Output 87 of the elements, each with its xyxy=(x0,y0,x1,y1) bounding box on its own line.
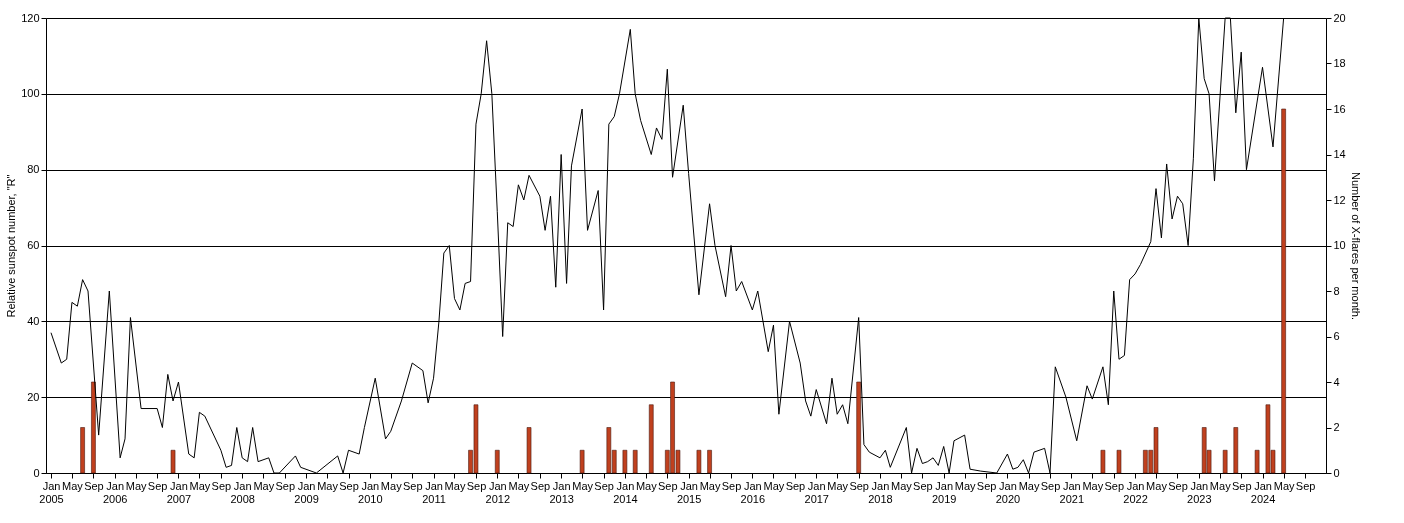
bar xyxy=(1222,449,1228,474)
bar xyxy=(91,381,96,474)
y-tick-label: 80 xyxy=(27,163,40,176)
x-tick-label: May xyxy=(635,479,658,492)
y-axis-title: Relative sunspot number, "R" xyxy=(5,174,18,318)
x-tick-label: Sep xyxy=(84,479,104,492)
x-tick-label: Sep xyxy=(402,479,423,492)
x-tick-label: May xyxy=(1082,479,1104,492)
y-tick-label: 0 xyxy=(33,466,40,479)
x-tick-label: Jan 2011 xyxy=(422,479,446,505)
y2-tick-label: 8 xyxy=(1333,284,1340,297)
y-tick-label: 120 xyxy=(21,11,40,24)
x-tick-label: May xyxy=(317,479,339,492)
x-tick-label: Sep xyxy=(1295,479,1316,492)
bar xyxy=(856,381,861,474)
x-tick-label: May xyxy=(444,479,466,492)
x-tick-label: May xyxy=(189,479,211,492)
x-tick-label: Sep xyxy=(466,479,487,492)
x-tick-label: Sep xyxy=(211,479,232,492)
y2-tick-label: 0 xyxy=(1333,466,1340,479)
x-tick-label: Sep xyxy=(913,479,933,492)
y2-tick-label: 12 xyxy=(1333,193,1346,206)
y2-tick-label: 18 xyxy=(1333,57,1346,69)
y2-axis-title: Number of X-flares per month. xyxy=(1349,172,1362,320)
y2-tick-label: 2 xyxy=(1333,421,1340,433)
y2-tick-label: 16 xyxy=(1333,102,1346,115)
bar xyxy=(1116,449,1122,474)
x-tick-label: May xyxy=(763,479,785,492)
bar xyxy=(170,449,176,474)
x-tick-label: Sep xyxy=(1104,479,1125,492)
bar xyxy=(622,449,628,474)
x-tick-label: Sep xyxy=(530,479,551,492)
x-tick-label: May xyxy=(125,479,148,492)
x-tick-label: May xyxy=(827,479,849,492)
y2-tick-label: 6 xyxy=(1333,330,1340,342)
bar xyxy=(526,427,532,474)
y2-tick-label: 14 xyxy=(1333,148,1346,160)
x-tick-label: Jan 2014 xyxy=(613,479,638,505)
x-tick-label: Jan 2008 xyxy=(230,479,255,505)
bar xyxy=(80,427,85,474)
x-tick-label: May xyxy=(1018,479,1040,492)
x-tick-label: Jan 2009 xyxy=(294,479,319,505)
x-tick-label: May xyxy=(1209,479,1232,492)
y2-tick-label: 10 xyxy=(1333,239,1346,251)
x-tick-label: Sep xyxy=(1168,479,1188,492)
x-tick-label: May xyxy=(1273,479,1296,492)
bar xyxy=(648,404,654,474)
x-tick-label: May xyxy=(954,479,977,492)
x-tick-label: Sep xyxy=(785,479,806,492)
x-tick-label: May xyxy=(62,479,84,492)
bar xyxy=(1233,427,1239,474)
y2-tick-label: 20 xyxy=(1333,11,1346,24)
y-tick-label: 20 xyxy=(27,390,40,403)
x-tick-label: Jan 2018 xyxy=(868,479,893,505)
x-tick-label: May xyxy=(1146,479,1168,492)
x-tick-label: Jan 2013 xyxy=(549,479,574,505)
bar xyxy=(696,449,702,474)
x-tick-label: Jan 2005 xyxy=(39,479,64,505)
x-tick-label: May xyxy=(699,479,721,492)
bar xyxy=(579,449,585,474)
x-tick-label: May xyxy=(891,479,913,492)
x-tick-label: Sep xyxy=(1040,479,1061,492)
x-tick-label: May xyxy=(572,479,594,492)
x-tick-label: Sep xyxy=(339,479,359,492)
x-tick-label: Sep xyxy=(658,479,678,492)
y-tick-label: 100 xyxy=(21,87,40,100)
x-tick-label: Jan 2022 xyxy=(1123,479,1148,505)
x-tick-label: Sep xyxy=(1231,479,1252,492)
bar xyxy=(1281,108,1286,474)
y2-tick-label: 4 xyxy=(1333,375,1340,388)
x-tick-label: Sep xyxy=(976,479,997,492)
bar xyxy=(494,449,500,474)
x-tick-label: Jan 2017 xyxy=(804,479,829,505)
bar xyxy=(632,449,638,474)
bar xyxy=(1100,449,1106,474)
bar xyxy=(707,449,712,474)
x-tick-label: May xyxy=(508,479,530,492)
x-tick-label: May xyxy=(253,479,275,492)
x-tick-label: May xyxy=(380,479,403,492)
y-tick-label: 60 xyxy=(27,239,40,251)
x-tick-label: Sep xyxy=(594,479,614,492)
x-tick-label: Sep xyxy=(849,479,869,492)
y-tick-label: 40 xyxy=(27,314,40,327)
x-tick-label: Sep xyxy=(721,479,742,492)
x-tick-label: Sep xyxy=(275,479,296,492)
x-tick-label: Sep xyxy=(147,479,168,492)
bar xyxy=(1254,449,1260,474)
